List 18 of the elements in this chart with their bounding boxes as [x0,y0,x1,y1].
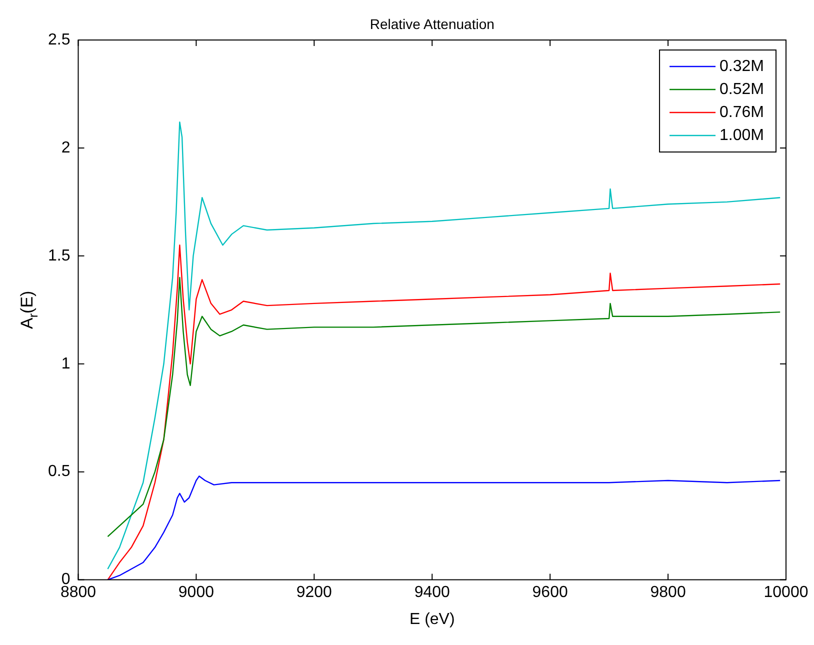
x-tick-label: 9200 [296,584,332,601]
legend-label: 0.32M [720,58,764,75]
y-tick-label: 0.5 [48,463,70,480]
y-axis-title: Ar(E) [18,290,40,330]
x-tick-label: 9000 [178,584,214,601]
x-axis-title: E (eV) [409,611,455,628]
y-tick-label: 1.5 [48,247,70,264]
y-tick-label: 2 [61,139,70,156]
x-tick-label: 9400 [414,584,450,601]
legend-label: 1.00M [720,126,764,144]
y-tick-label: 1 [61,355,70,372]
x-tick-label: 9600 [532,584,568,601]
x-tick-label: 10000 [764,584,808,601]
x-tick-label: 9800 [650,584,686,601]
legend-label: 0.52M [720,80,764,98]
legend-label: 0.76M [720,104,764,121]
chart-title: Relative Attenuation [370,16,494,32]
y-tick-label: 2.5 [48,31,70,48]
